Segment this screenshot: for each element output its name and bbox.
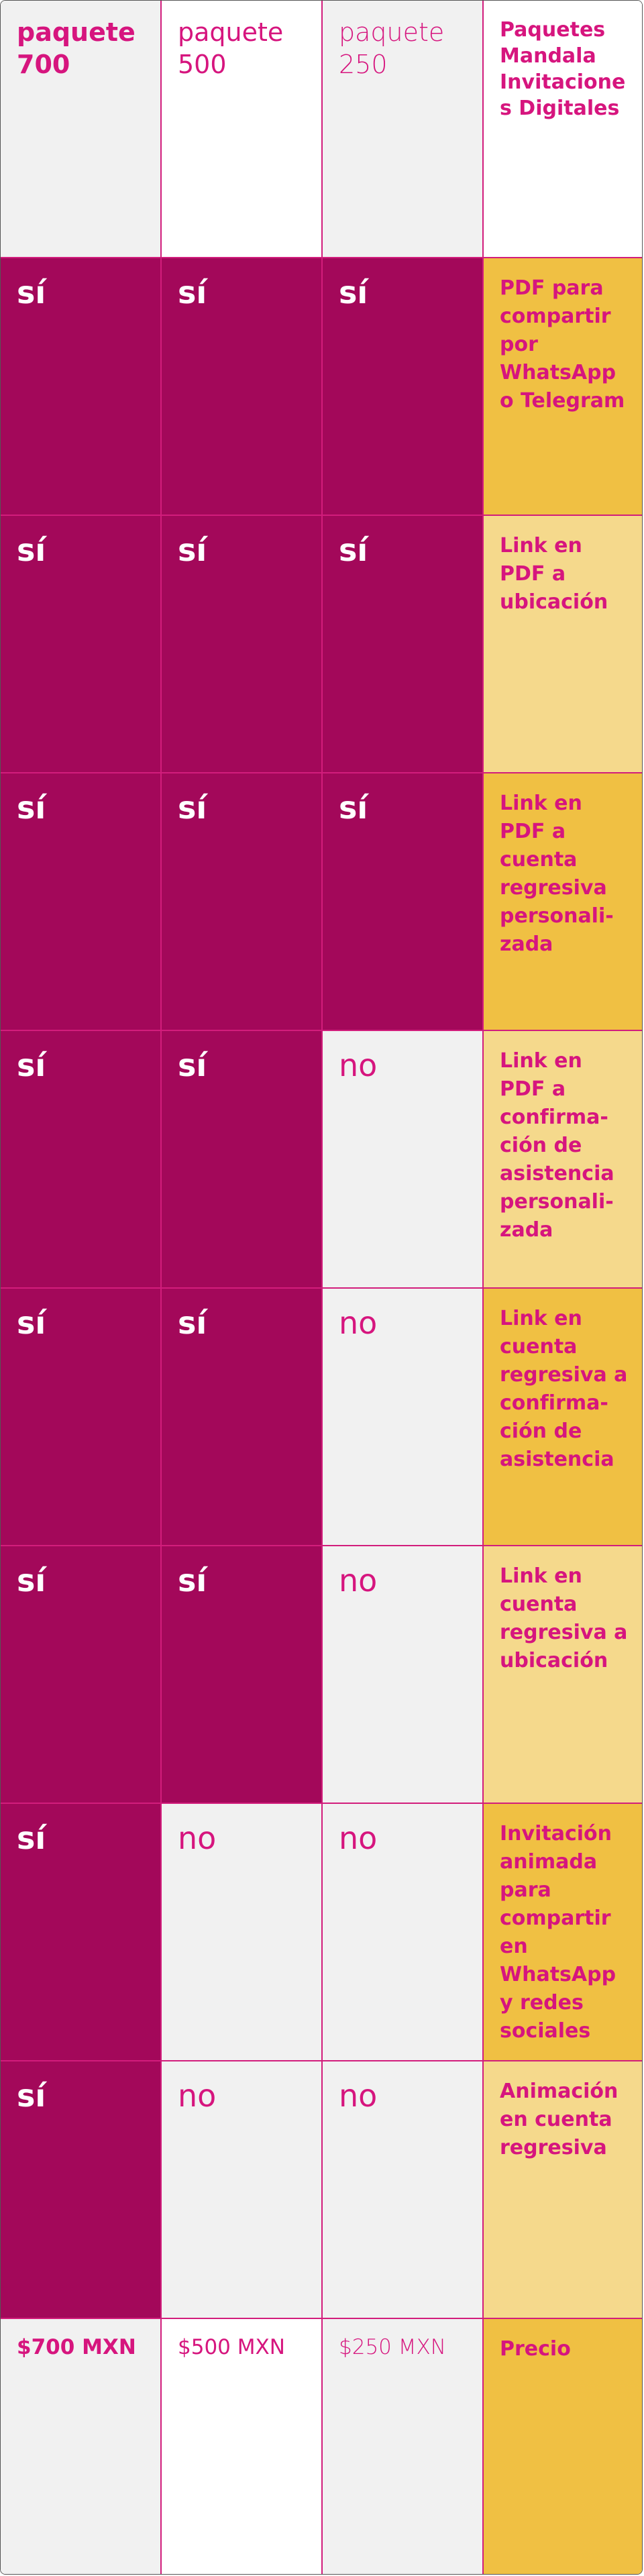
availability-cell: no xyxy=(323,1289,484,1546)
package-header: paquete 250 xyxy=(323,1,484,258)
price-cell: $250 MXN xyxy=(323,2319,484,2574)
availability-cell: sí xyxy=(1,773,162,1031)
availability-cell: no xyxy=(162,2061,323,2319)
availability-cell: sí xyxy=(162,773,323,1031)
availability-cell: sí xyxy=(1,258,162,516)
feature-label: Link en cuenta regresiva a ubicación xyxy=(484,1546,642,1804)
availability-cell: sí xyxy=(1,1031,162,1289)
package-header: paquete 700 xyxy=(1,1,162,258)
availability-cell: no xyxy=(323,1031,484,1289)
feature-label: Link en PDF a confirma­ción de asistenci… xyxy=(484,1031,642,1289)
availability-cell: sí xyxy=(162,258,323,516)
availability-cell: sí xyxy=(323,258,484,516)
price-cell: $500 MXN xyxy=(162,2319,323,2574)
feature-label: Animación en cuenta regresiva xyxy=(484,2061,642,2319)
availability-cell: sí xyxy=(162,516,323,773)
availability-cell: sí xyxy=(1,516,162,773)
header-title: Paquetes Mandala Invitaciones Digitales xyxy=(484,1,642,258)
availability-cell: no xyxy=(162,1804,323,2061)
availability-cell: sí xyxy=(162,1546,323,1804)
availability-cell: sí xyxy=(162,1289,323,1546)
availability-cell: sí xyxy=(323,773,484,1031)
availability-cell: sí xyxy=(1,1546,162,1804)
availability-cell: sí xyxy=(162,1031,323,1289)
availability-cell: sí xyxy=(1,1804,162,2061)
feature-label: Link en PDF a cuenta regresiva personali… xyxy=(484,773,642,1031)
feature-label: Link en PDF a ubicación xyxy=(484,516,642,773)
availability-cell: sí xyxy=(1,2061,162,2319)
availability-cell: sí xyxy=(1,1289,162,1546)
price-label: Precio xyxy=(484,2319,642,2574)
feature-label: Invitación animada para compartir en Wha… xyxy=(484,1804,642,2061)
price-cell: $700 MXN xyxy=(1,2319,162,2574)
availability-cell: sí xyxy=(323,516,484,773)
package-header: paquete 500 xyxy=(162,1,323,258)
availability-cell: no xyxy=(323,2061,484,2319)
feature-label: PDF para compartir por WhatsApp o Telegr… xyxy=(484,258,642,516)
feature-label: Link en cuenta regresiva a confirma­ción… xyxy=(484,1289,642,1546)
availability-cell: no xyxy=(323,1804,484,2061)
availability-cell: no xyxy=(323,1546,484,1804)
